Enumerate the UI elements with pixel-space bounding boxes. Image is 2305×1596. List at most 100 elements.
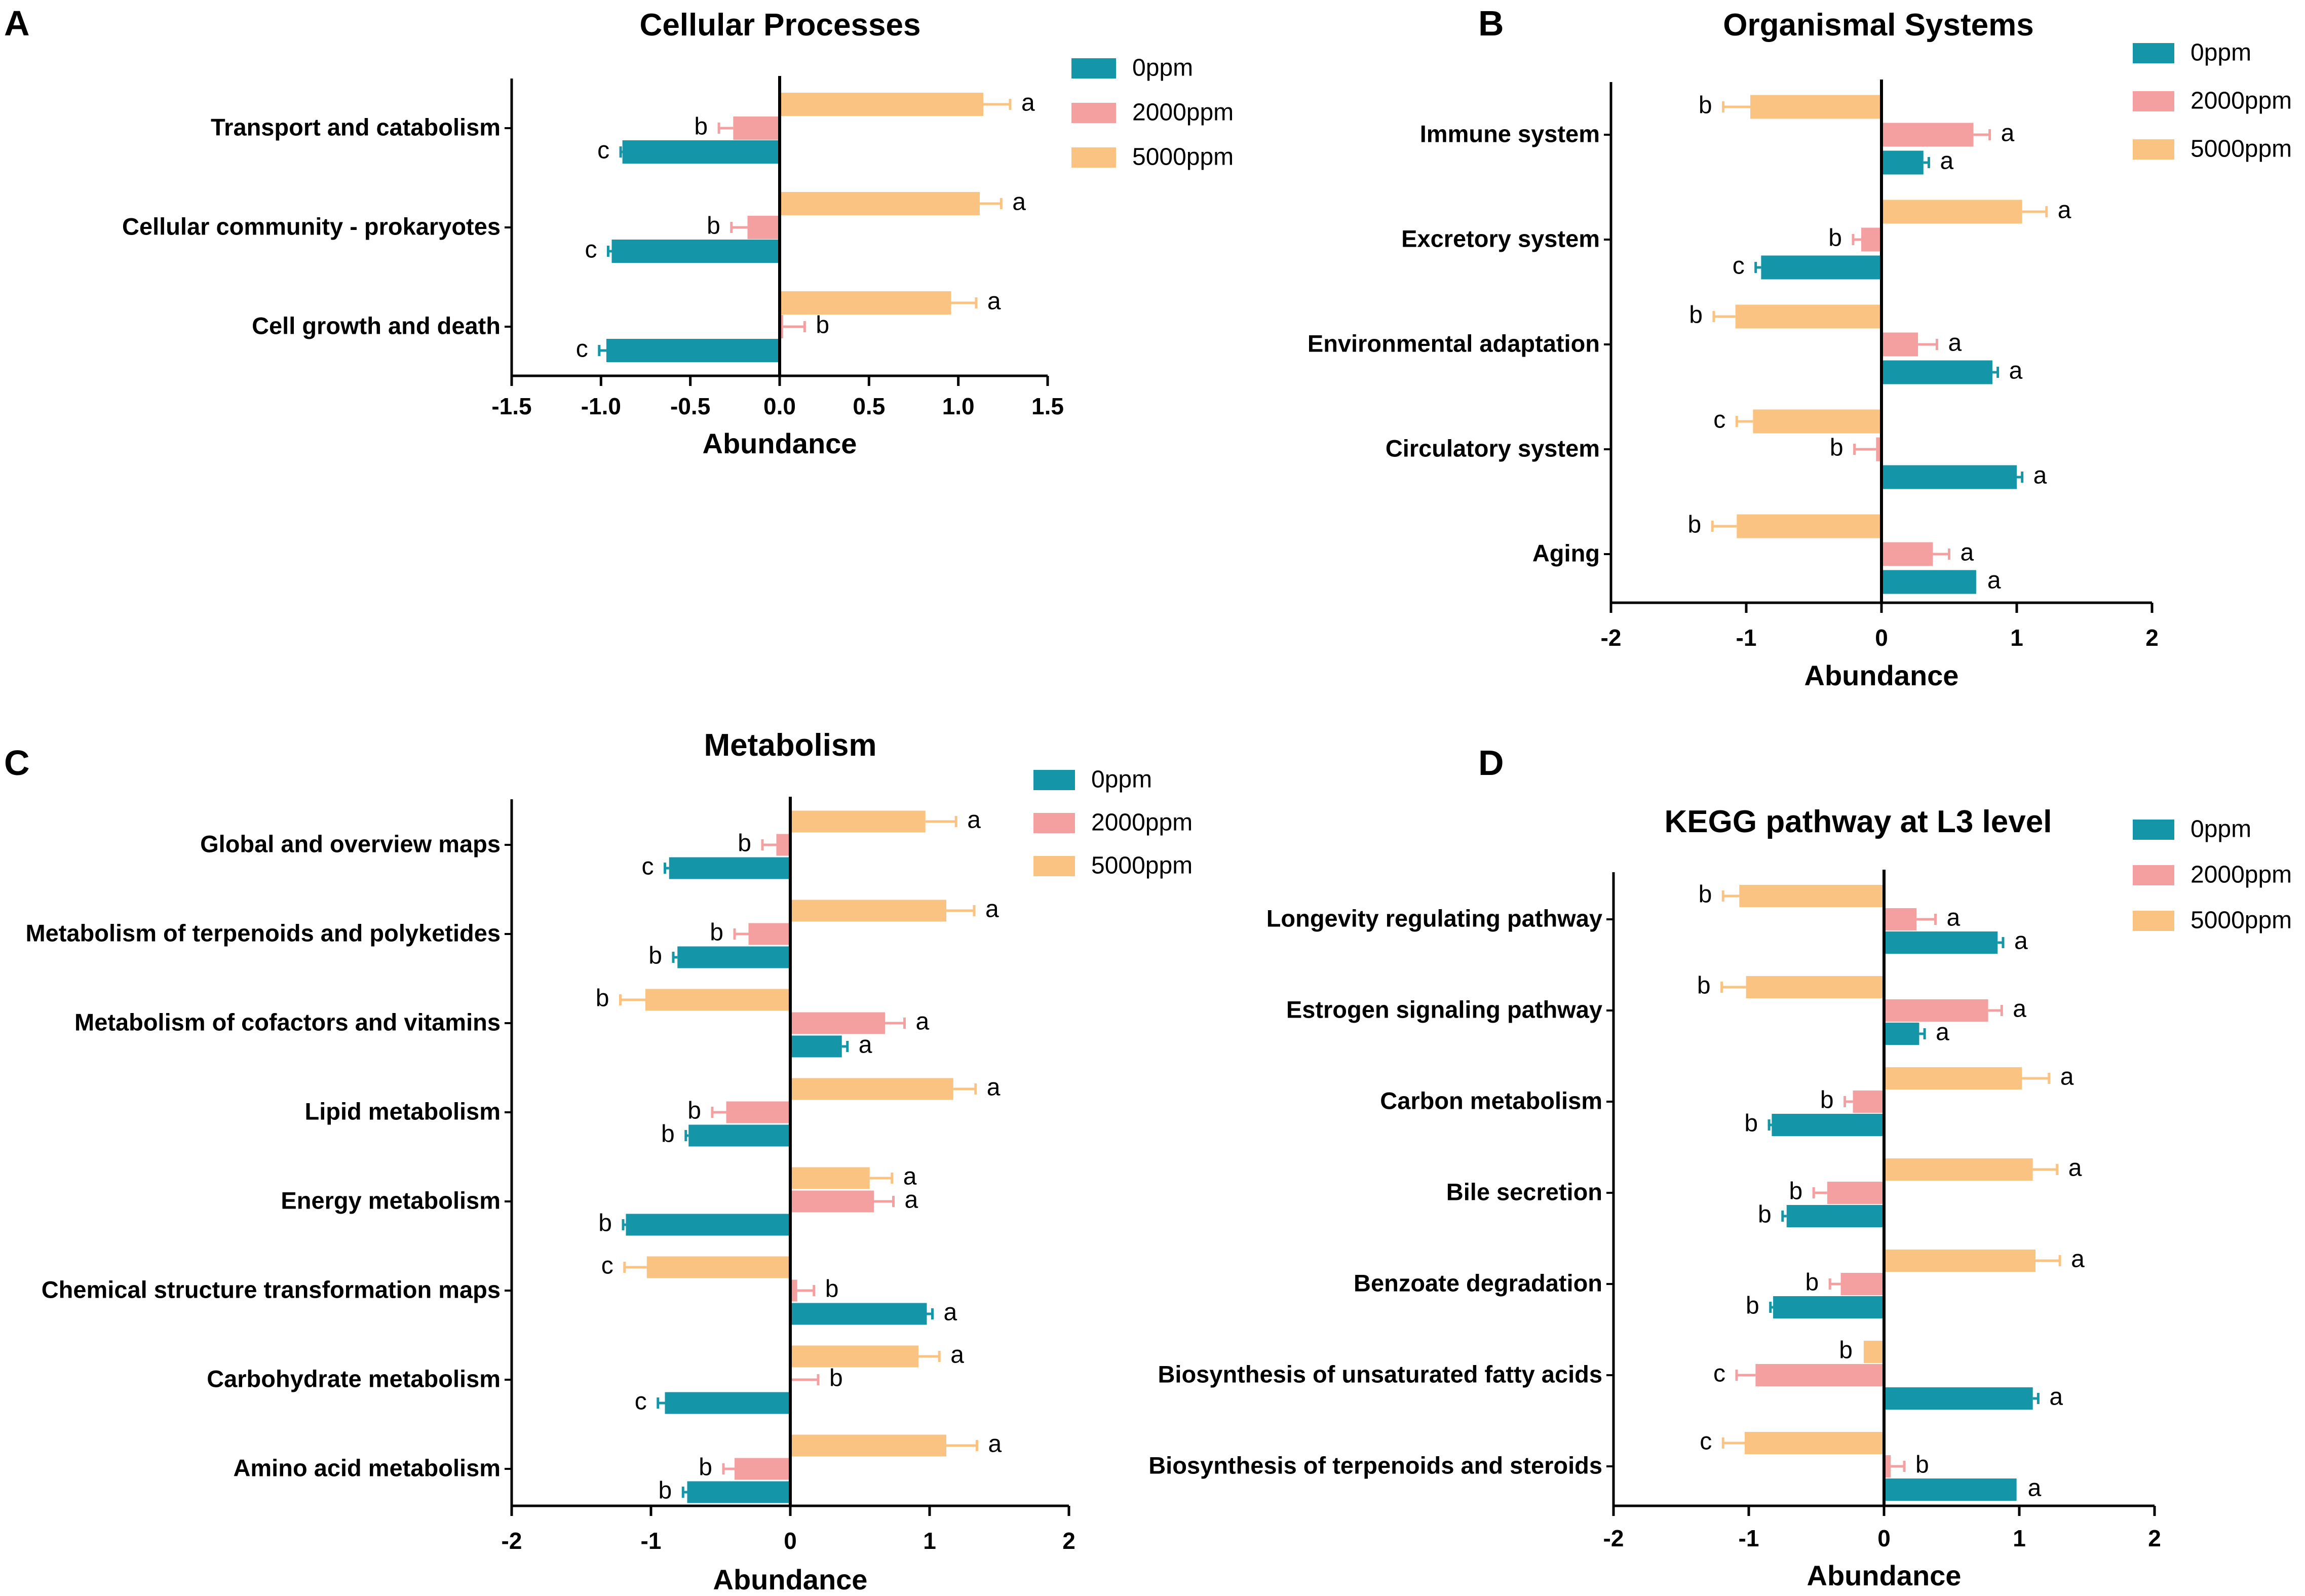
significance-letter: a bbox=[2058, 197, 2071, 224]
bar-5000ppm bbox=[1884, 1158, 2033, 1181]
bar-0ppm bbox=[688, 1124, 790, 1147]
bar-2000ppm bbox=[790, 1279, 797, 1302]
category-label: Cellular community - prokaryotes bbox=[122, 213, 501, 240]
panel-a: A Cellular Processes Transport and catabol… bbox=[4, 4, 1234, 459]
significance-letter: b bbox=[829, 1365, 843, 1392]
bar-2000ppm bbox=[726, 1101, 790, 1123]
legend-label: 2000ppm bbox=[2191, 862, 2292, 888]
bar-5000ppm bbox=[1735, 304, 1881, 329]
panel-b: B Organismal Systems Immune system Excretor… bbox=[1308, 4, 2292, 691]
x-tick-label: -0.5 bbox=[670, 393, 710, 419]
significance-letter: b bbox=[661, 1121, 675, 1148]
category-label: Chemical structure transformation maps bbox=[42, 1276, 501, 1303]
bar-2000ppm bbox=[776, 834, 790, 856]
bar-0ppm bbox=[622, 140, 780, 164]
bar-5000ppm bbox=[1881, 200, 2022, 224]
significance-letter: b bbox=[1828, 225, 1842, 252]
category-label: Immune system bbox=[1420, 120, 1600, 147]
significance-letter: c bbox=[597, 137, 609, 164]
category-label: Metabolism of terpenoids and polyketides bbox=[25, 919, 501, 946]
chart-title: Cellular Processes bbox=[640, 8, 921, 43]
bar-2000ppm bbox=[1884, 1455, 1891, 1477]
significance-letter: a bbox=[916, 1008, 930, 1035]
bar-5000ppm bbox=[790, 1434, 946, 1457]
significance-letter: b bbox=[738, 830, 751, 857]
legend-label: 0ppm bbox=[2191, 40, 2251, 66]
significance-letter: b bbox=[659, 1477, 672, 1504]
panel-letter: C bbox=[4, 743, 30, 783]
chart-title: Metabolism bbox=[704, 728, 876, 763]
significance-letter: b bbox=[825, 1276, 839, 1303]
significance-letter: b bbox=[1830, 435, 1843, 461]
legend-swatch-0ppm bbox=[1071, 58, 1116, 79]
legend-label: 5000ppm bbox=[2191, 907, 2292, 934]
category-label: Bile secretion bbox=[1446, 1178, 1602, 1205]
legend-swatch-0ppm bbox=[2133, 43, 2174, 63]
x-tick-label: 2 bbox=[1062, 1528, 1075, 1554]
significance-letter: b bbox=[1839, 1337, 1853, 1364]
bar-0ppm bbox=[790, 1303, 927, 1325]
significance-letter: a bbox=[950, 1342, 964, 1369]
significance-letter: b bbox=[1689, 302, 1703, 329]
legend-label: 5000ppm bbox=[1091, 852, 1193, 879]
bar-2000ppm bbox=[790, 1012, 885, 1034]
bar-2000ppm bbox=[1884, 999, 1988, 1022]
legend-swatch-2000ppm bbox=[2133, 91, 2174, 111]
bar-2000ppm bbox=[1876, 437, 1881, 461]
panel-letter: B bbox=[1478, 4, 1504, 43]
bar-5000ppm bbox=[790, 810, 926, 833]
bar-5000ppm bbox=[790, 1345, 918, 1368]
bar-0ppm bbox=[1884, 931, 1998, 954]
bar-0ppm bbox=[687, 1481, 790, 1503]
bar-0ppm bbox=[1881, 360, 1992, 384]
panel-letter: A bbox=[4, 4, 30, 43]
significance-letter: c bbox=[1713, 1360, 1725, 1387]
bar-2000ppm bbox=[735, 1458, 790, 1480]
category-label: Transport and catabolism bbox=[211, 113, 501, 140]
significance-letter: b bbox=[1789, 1178, 1802, 1205]
bar-2000ppm bbox=[1827, 1182, 1884, 1204]
bar-0ppm bbox=[665, 1392, 790, 1414]
bar-2000ppm bbox=[1755, 1364, 1884, 1386]
x-tick-label: -1 bbox=[641, 1528, 662, 1554]
legend-label: 5000ppm bbox=[2191, 136, 2292, 163]
significance-letter: b bbox=[1688, 512, 1702, 538]
panel-letter: D bbox=[1478, 743, 1504, 783]
significance-letter: c bbox=[576, 336, 588, 363]
significance-letter: a bbox=[2033, 462, 2047, 489]
x-axis-label: Abundance bbox=[713, 1564, 868, 1595]
bar-0ppm bbox=[669, 857, 790, 879]
significance-letter: c bbox=[1713, 407, 1725, 434]
significance-letter: b bbox=[694, 113, 708, 140]
significance-letter: b bbox=[710, 919, 723, 946]
significance-letter: c bbox=[1733, 253, 1745, 280]
bar-5000ppm bbox=[780, 291, 951, 315]
bar-0ppm bbox=[1881, 150, 1924, 175]
significance-letter: a bbox=[2068, 1155, 2082, 1182]
significance-letter: a bbox=[2028, 1475, 2042, 1502]
bar-0ppm bbox=[1884, 1023, 1919, 1045]
x-tick-label: 1 bbox=[923, 1528, 936, 1554]
significance-letter: c bbox=[585, 237, 597, 263]
x-tick-label: -1 bbox=[1736, 625, 1757, 651]
category-label: Biosynthesis of terpenoids and steroids bbox=[1148, 1452, 1602, 1478]
bar-5000ppm bbox=[1739, 885, 1884, 907]
category-label: Benzoate degradation bbox=[1354, 1269, 1602, 1296]
significance-letter: a bbox=[1961, 539, 1974, 566]
bar-0ppm bbox=[677, 946, 790, 968]
legend-swatch-2000ppm bbox=[1033, 813, 1075, 833]
significance-letter: a bbox=[988, 1431, 1002, 1458]
significance-letter: a bbox=[1936, 1019, 1949, 1046]
significance-letter: a bbox=[1987, 567, 2001, 594]
bar-0ppm bbox=[1772, 1114, 1884, 1136]
x-axis-label: Abundance bbox=[1807, 1560, 1962, 1591]
category-label: Circulatory system bbox=[1386, 435, 1600, 461]
x-tick-label: -1.0 bbox=[581, 393, 621, 419]
legend-label: 2000ppm bbox=[2191, 88, 2292, 114]
significance-letter: b bbox=[1805, 1269, 1819, 1296]
x-tick-label: 1.5 bbox=[1031, 393, 1064, 419]
category-label: Environmental adaptation bbox=[1308, 330, 1600, 357]
bar-2000ppm bbox=[748, 923, 790, 945]
bar-5000ppm bbox=[646, 1256, 790, 1278]
